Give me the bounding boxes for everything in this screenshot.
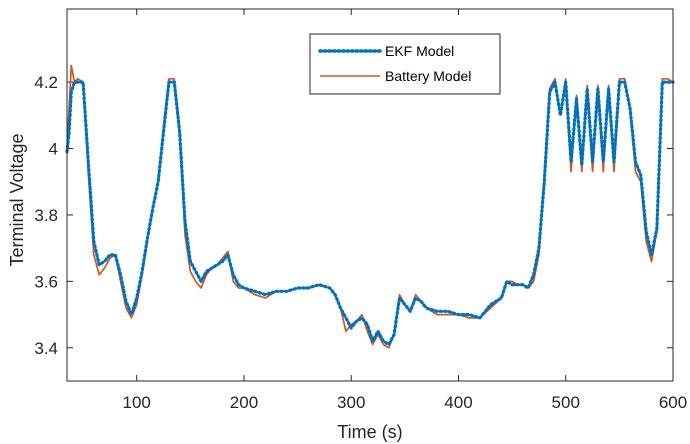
x-tick-label: 300 — [337, 393, 365, 412]
x-tick-label: 500 — [552, 393, 580, 412]
plot-frame — [66, 8, 674, 382]
y-tick-label: 4.2 — [34, 73, 58, 92]
series-line-ekf-model — [65, 80, 675, 347]
y-tick-label: 3.4 — [34, 339, 58, 358]
x-tick-label: 200 — [230, 393, 258, 412]
legend-label-battery-model: Battery Model — [385, 68, 471, 84]
y-axis-label: Terminal Voltage — [7, 133, 27, 266]
y-tick-label: 3.6 — [34, 272, 58, 291]
x-tick-label: 600 — [659, 393, 687, 412]
y-tick-label: 4 — [49, 140, 58, 159]
legend-label-ekf-model: EKF Model — [385, 43, 454, 59]
x-axis-tick-labels: 100 200 300 400 500 600 — [123, 393, 688, 412]
y-tick-label: 3.8 — [34, 206, 58, 225]
y-axis-tick-labels: 3.4 3.6 3.8 4 4.2 — [34, 73, 58, 358]
series-lines — [65, 64, 675, 349]
legend: EKF Model Battery Model — [309, 33, 501, 95]
x-tick-label: 400 — [444, 393, 472, 412]
legend-box — [309, 33, 501, 95]
x-axis-label: Time (s) — [337, 422, 402, 442]
x-tick-label: 100 — [123, 393, 151, 412]
